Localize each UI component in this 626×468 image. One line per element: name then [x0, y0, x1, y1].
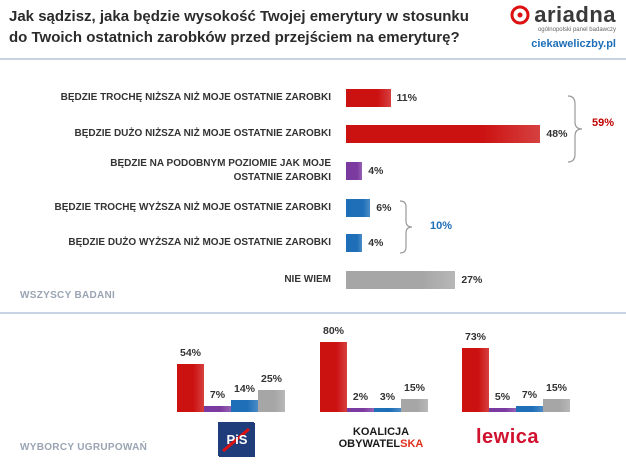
party-bar: [401, 398, 428, 412]
lewica-logo: lewica: [476, 426, 552, 452]
category-bar: [346, 271, 456, 289]
category-label: BĘDZIE DUŻO WYŻSZA NIŻ MOJE OSTATNIE ZAR…: [0, 236, 331, 250]
ariadna-mark-icon: [510, 5, 530, 25]
party-bar: [543, 398, 570, 412]
party-bar: [516, 405, 543, 412]
category-label-line: BĘDZIE NA PODOBNYM POZIOMIE JAK MOJE: [110, 158, 331, 169]
category-value: 48%: [546, 128, 568, 140]
brand-logo: ariadna: [496, 4, 616, 26]
category-label: BĘDZIE DUŻO NIŻSZA NIŻ MOJE OSTATNIE ZAR…: [0, 127, 331, 141]
brace-lower-group: [567, 95, 583, 163]
party-bar: [462, 347, 489, 412]
category-value: 11%: [396, 92, 417, 104]
header-divider: [0, 58, 626, 60]
group-total-higher: 10%: [430, 220, 453, 232]
party-bar-value: 3%: [379, 391, 396, 403]
category-label: NIE WIEM: [0, 273, 331, 287]
category-label-line: BĘDZIE DUŻO WYŻSZA NIŻ MOJE OSTATNIE ZAR…: [68, 237, 331, 248]
party-bar-value: 14%: [233, 382, 255, 395]
party-bar-value: 5%: [494, 390, 511, 403]
category-label-line: NIE WIEM: [284, 274, 331, 285]
party-bar-value: 15%: [403, 381, 425, 394]
title-line-1: Jak sądzisz, jaka będzie wysokość Twojej…: [9, 8, 469, 25]
party-bar: [231, 399, 258, 412]
ko-logo-line-2a: OBYWATEL: [338, 438, 401, 450]
brand-subtitle: ogólnopolski panel badawczy: [537, 27, 616, 33]
party-bar: [489, 407, 516, 412]
group-total-lower: 59%: [592, 117, 615, 129]
pis-logo-graphic: [219, 423, 255, 457]
category-bar: [346, 199, 371, 217]
category-bar: [346, 89, 391, 107]
title-line-2: do Twoich ostatnich zarobków przed przej…: [9, 29, 460, 46]
section-label-parties: WYBORCY UGRUPOWAŃ: [20, 442, 148, 453]
lewica-logo-text: lewica: [476, 426, 540, 448]
category-label-line: BĘDZIE DUŻO NIŻSZA NIŻ MOJE OSTATNIE ZAR…: [74, 128, 331, 139]
category-label: BĘDZIE TROCHĘ WYŻSZA NIŻ MOJE OSTATNIE Z…: [0, 201, 331, 215]
category-label-line: BĘDZIE TROCHĘ WYŻSZA NIŻ MOJE OSTATNIE Z…: [54, 202, 331, 213]
category-label-line: BĘDZIE TROCHĘ NIŻSZA NIŻ MOJE OSTATNIE Z…: [60, 92, 331, 103]
ko-logo-line-2: OBYWATELSKA: [336, 438, 426, 451]
party-bar-value: 7%: [209, 388, 226, 401]
brand-url[interactable]: ciekaweliczby.pl: [531, 38, 616, 50]
party-bar-value: 7%: [521, 388, 538, 401]
party-bar-value: 2%: [352, 391, 369, 403]
party-bar-value: 80%: [322, 324, 344, 337]
party-bar-value: 73%: [464, 330, 486, 343]
section-divider: [0, 312, 626, 314]
brand-name: ariadna: [534, 2, 616, 27]
party-bar: [177, 364, 204, 412]
section-label-all: WSZYSCY BADANI: [20, 290, 116, 301]
party-bar-value: 54%: [179, 347, 201, 360]
category-value: 4%: [368, 165, 384, 177]
category-bar: [346, 234, 363, 252]
pis-logo: PiS: [218, 422, 255, 457]
pis-logo-text: PiS: [226, 432, 248, 447]
ko-logo-line-2b: SKA: [400, 438, 424, 450]
category-label: BĘDZIE TROCHĘ NIŻSZA NIŻ MOJE OSTATNIE Z…: [0, 91, 331, 105]
party-bar: [204, 405, 231, 412]
brand-block: ariadna ogólnopolski panel badawczy ciek…: [496, 4, 616, 50]
category-value: 27%: [461, 274, 483, 286]
party-bar: [374, 408, 401, 412]
ko-logo: KOALICJA OBYWATELSKA: [336, 426, 426, 456]
ko-logo-line-1: KOALICJA: [352, 426, 410, 438]
category-bar: [346, 125, 541, 143]
chart-title: Jak sądzisz, jaka będzie wysokość Twojej…: [9, 6, 479, 48]
category-value: 6%: [376, 202, 392, 214]
category-bar: [346, 162, 363, 180]
brace-higher-group: [399, 200, 413, 254]
party-bar: [258, 390, 285, 412]
party-bar: [320, 341, 347, 412]
category-label: BĘDZIE NA PODOBNYM POZIOMIE JAK MOJE OSTA…: [0, 157, 331, 185]
category-label-line: OSTATNIE ZAROBKI: [233, 172, 331, 183]
party-bar-value: 25%: [260, 373, 282, 385]
party-bar: [347, 408, 374, 412]
category-value: 4%: [368, 237, 384, 249]
party-bar-value: 15%: [545, 381, 567, 394]
